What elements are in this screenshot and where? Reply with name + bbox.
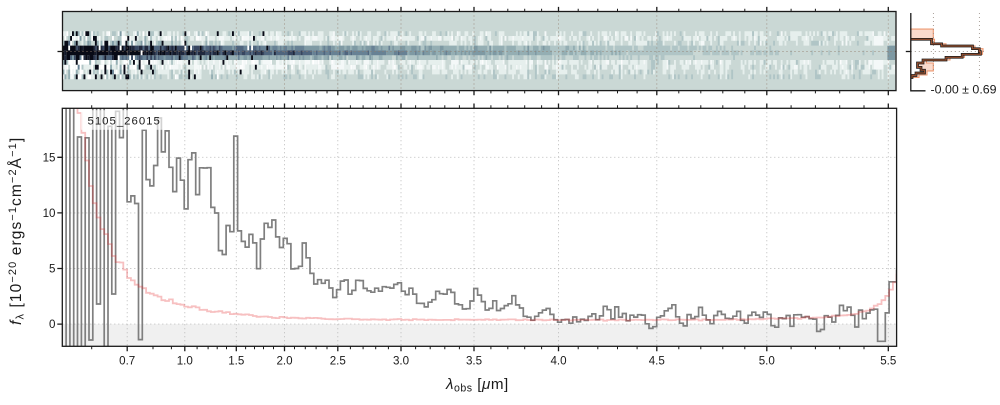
svg-text:0.7: 0.7: [119, 355, 135, 368]
svg-text:-0.00 ± 0.69: -0.00 ± 0.69: [931, 83, 997, 97]
svg-text:0: 0: [49, 318, 55, 331]
svg-text:5.5: 5.5: [880, 355, 896, 368]
svg-text:4.5: 4.5: [649, 355, 665, 368]
svg-text:1.5: 1.5: [228, 355, 244, 368]
svg-text:2.5: 2.5: [330, 355, 346, 368]
svg-text:2.0: 2.0: [276, 355, 292, 368]
svg-text:3.5: 3.5: [466, 355, 482, 368]
svg-text:3.0: 3.0: [393, 355, 409, 368]
svg-text:5: 5: [49, 263, 55, 276]
svg-text:λobs [μm]: λobs [μm]: [445, 376, 509, 395]
svg-text:5105_26015: 5105_26015: [88, 115, 161, 127]
svg-text:1.0: 1.0: [177, 355, 193, 368]
svg-text:fλ [10−20 ergs−1cm−2Å−1]: fλ [10−20 ergs−1cm−2Å−1]: [7, 137, 27, 325]
svg-text:10: 10: [43, 207, 56, 220]
svg-text:5.0: 5.0: [759, 355, 775, 368]
svg-text:15: 15: [43, 151, 56, 164]
svg-text:4.0: 4.0: [550, 355, 566, 368]
